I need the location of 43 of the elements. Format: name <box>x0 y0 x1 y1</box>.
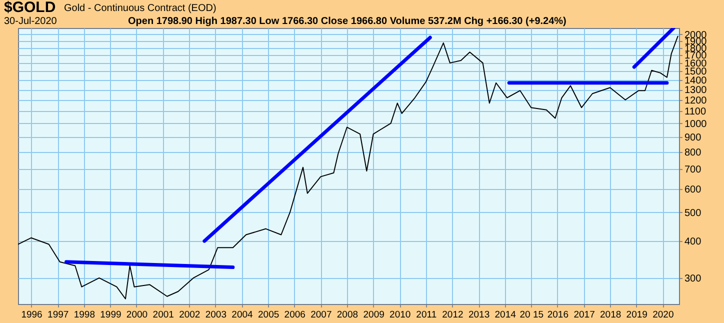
y-tick-label: 800 <box>684 147 702 158</box>
x-tick-label: 2005 <box>258 310 280 320</box>
y-tick-label: 1000 <box>684 118 708 130</box>
x-tick-label: 2011 <box>416 310 437 320</box>
y-tick-label: 1500 <box>684 66 708 78</box>
x-tick-label: 2020 <box>652 310 674 320</box>
x-tick-label: 20 15 <box>520 310 544 320</box>
x-tick-label: 2009 <box>363 310 384 320</box>
x-tick-label: 1998 <box>74 310 95 320</box>
x-tick-label: 2019 <box>626 310 648 320</box>
chart-title: $GOLD <box>4 0 56 16</box>
x-tick-label: 1999 <box>100 310 122 320</box>
x-tick-label: 2010 <box>390 310 411 320</box>
x-tick-label: 1996 <box>21 310 42 320</box>
x-tick-label: 2000 <box>126 310 148 320</box>
text: Open 1798.90 High 1987.30 Low 1766.30 Close 1966.80 Volume 537.2M Chg +166.30 (+9.24%) <box>128 16 566 27</box>
y-tick-label: 1200 <box>684 95 708 106</box>
x-tick-label: 2014 <box>494 310 516 320</box>
y-tick-label: 900 <box>684 132 702 144</box>
y-tick-label: 1300 <box>684 85 708 96</box>
x-tick-label: 2012 <box>442 310 464 320</box>
x-tick-label: 2002 <box>179 310 200 320</box>
x-tick-label: 2013 <box>468 310 490 320</box>
x-tick-label: 2003 <box>205 310 226 320</box>
chart-subtitle: Gold - Continuous Contract (EOD) <box>64 3 216 14</box>
x-tick-label: 2008 <box>336 310 358 320</box>
x-tick-label: 2007 <box>310 310 332 320</box>
y-tick-label: 1100 <box>684 106 706 118</box>
x-tick-label: 2017 <box>574 310 595 320</box>
x-tick-label: 2018 <box>600 310 622 320</box>
x-tick-label: 2016 <box>547 310 568 320</box>
x-tick-label: 2001 <box>152 310 174 320</box>
x-tick-label: 2006 <box>284 310 306 320</box>
line-series <box>18 36 678 300</box>
y-tick-label: 600 <box>684 184 702 196</box>
y-tick-label: 500 <box>684 208 702 219</box>
text: 30-Jul-2020 <box>4 16 58 27</box>
x-tick-label: 1997 <box>48 310 69 320</box>
y-tick-label: 1400 <box>684 76 708 87</box>
y-tick-label: 300 <box>684 273 702 284</box>
x-tick-label: 2004 <box>232 310 253 320</box>
y-tick-label: 400 <box>684 236 702 248</box>
y-tick-label: 700 <box>684 164 702 176</box>
